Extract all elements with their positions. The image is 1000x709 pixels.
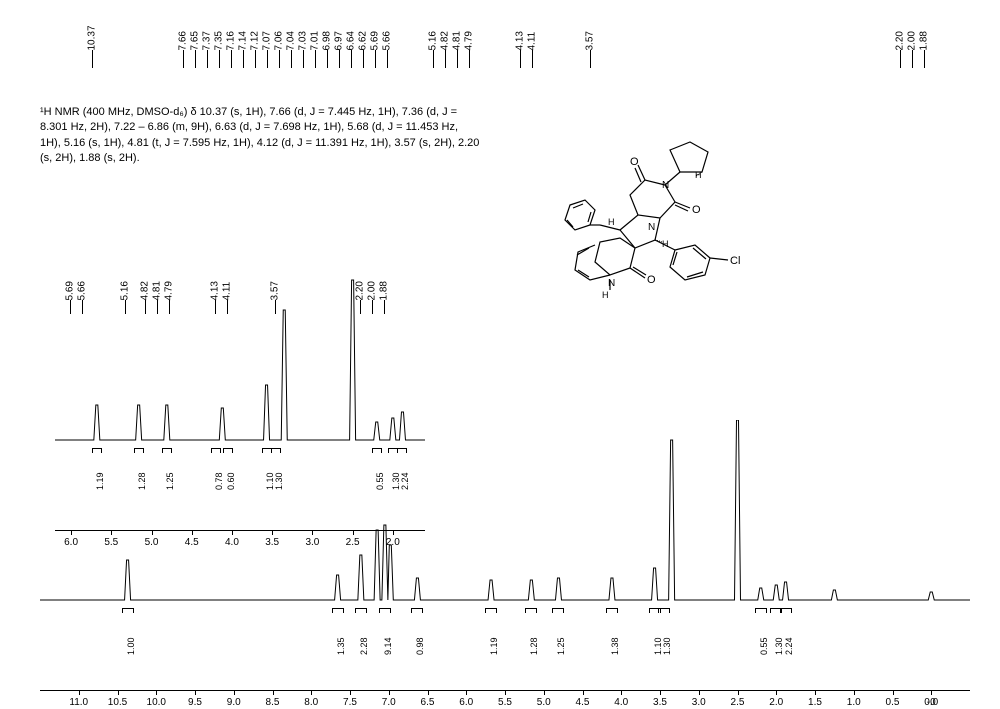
peak-label: 6.97 <box>334 31 345 50</box>
peak-label: 4.13 <box>515 31 526 50</box>
peak-label: 7.01 <box>310 31 321 50</box>
peak-label: 4.79 <box>464 31 475 50</box>
peak-label: 7.16 <box>226 31 237 50</box>
inset-peak-label: 4.11 <box>222 282 233 301</box>
axis-tick-label: 6.0 <box>454 697 478 708</box>
inset-peak-label: 4.13 <box>210 281 221 300</box>
nmr-caption: ¹H NMR (400 MHz, DMSO-d₆) δ 10.37 (s, 1H… <box>40 105 480 167</box>
axis-tick-label: 10.5 <box>106 697 130 708</box>
svg-text:Cl: Cl <box>730 255 740 267</box>
peak-label: 4.82 <box>440 31 451 50</box>
axis-tick-label: 4.0 <box>609 697 633 708</box>
inset-peak-label: 2.20 <box>355 281 366 300</box>
axis-tick-label: 10.0 <box>144 697 168 708</box>
integral-label: 1.00 <box>126 637 136 655</box>
peak-label: 3.57 <box>585 31 596 50</box>
peak-label: 7.03 <box>298 31 309 50</box>
peak-label: 6.62 <box>358 31 369 50</box>
peak-label: 5.16 <box>428 31 439 50</box>
integral-label: 0.98 <box>415 637 425 655</box>
svg-text:N: N <box>662 180 669 191</box>
axis-tick-label: 8.0 <box>299 697 323 708</box>
integral-label: 2.28 <box>359 637 369 655</box>
axis-tick-label: 8.5 <box>261 697 285 708</box>
axis-tick-label: 7.0 <box>377 697 401 708</box>
axis-tick-label: 9.0 <box>222 697 246 708</box>
inset-peak-label: 5.69 <box>65 281 76 300</box>
integral-label: 1.38 <box>610 637 620 655</box>
inset-peak-label: 4.81 <box>152 281 163 300</box>
inset-peak-label: 4.79 <box>164 281 175 300</box>
axis-tick-label: 3.5 <box>648 697 672 708</box>
peak-label: 5.66 <box>382 31 393 50</box>
peak-label: 5.69 <box>370 31 381 50</box>
integral-label: 0.55 <box>759 637 769 655</box>
axis-tick-label: -0 <box>919 697 943 708</box>
svg-text:H: H <box>662 239 669 249</box>
svg-text:H: H <box>608 217 615 227</box>
peak-label: 7.66 <box>178 31 189 50</box>
svg-text:N: N <box>648 222 655 233</box>
svg-text:O: O <box>647 274 656 286</box>
axis-tick-label: 0.5 <box>881 697 905 708</box>
inset-peak-label: 3.57 <box>270 281 281 300</box>
inset-peak-label: 4.82 <box>140 281 151 300</box>
integral-label: 1.19 <box>489 637 499 655</box>
svg-text:N: N <box>608 278 615 289</box>
integral-label: 2.24 <box>784 637 794 655</box>
integral-label: 1.28 <box>529 637 539 655</box>
integral-label: 1.25 <box>556 637 566 655</box>
integral-label: 1.30 <box>774 637 784 655</box>
axis-tick-label: 11.0 <box>67 697 91 708</box>
peak-label: 7.07 <box>262 31 273 50</box>
peak-label: 10.37 <box>87 25 98 50</box>
integral-label: 1.30 <box>662 637 672 655</box>
peak-label: 7.37 <box>202 31 213 50</box>
svg-text:O: O <box>630 156 639 168</box>
peak-label: 1.88 <box>919 31 930 50</box>
peak-label: 7.12 <box>250 31 261 50</box>
peak-label: 2.00 <box>907 31 918 50</box>
inset-peak-label: 2.00 <box>367 281 378 300</box>
peak-label: 6.98 <box>322 31 333 50</box>
peak-label: 6.64 <box>346 31 357 50</box>
integral-label: 1.35 <box>336 637 346 655</box>
axis-tick-label: 2.0 <box>764 697 788 708</box>
peak-label: 4.11 <box>527 32 538 51</box>
peak-label: 7.06 <box>274 31 285 50</box>
peak-label: 7.14 <box>238 31 249 50</box>
inset-peak-label: 5.66 <box>77 281 88 300</box>
axis-tick-label: 2.5 <box>726 697 750 708</box>
axis-tick-label: 7.5 <box>338 697 362 708</box>
svg-text:H: H <box>602 290 609 300</box>
axis-tick-label: 9.5 <box>183 697 207 708</box>
peak-label: 7.65 <box>190 31 201 50</box>
inset-peak-label: 1.88 <box>379 281 390 300</box>
axis-tick-label: 4.5 <box>571 697 595 708</box>
inset-peak-label: 5.16 <box>120 281 131 300</box>
peak-label: 2.20 <box>895 31 906 50</box>
axis-tick-label: 1.5 <box>803 697 827 708</box>
axis-tick-label: 5.5 <box>493 697 517 708</box>
axis-tick-label: 1.0 <box>842 697 866 708</box>
peak-label: 7.35 <box>214 31 225 50</box>
axis-tick-label: 3.0 <box>687 697 711 708</box>
peak-label: 4.81 <box>452 31 463 50</box>
peak-label: 7.04 <box>286 31 297 50</box>
axis-tick-label: 5.0 <box>532 697 556 708</box>
axis-tick-label: 6.5 <box>416 697 440 708</box>
molecule-structure: O O N H N H <box>490 130 770 340</box>
svg-text:O: O <box>692 204 701 216</box>
integral-label: 9.14 <box>383 637 393 655</box>
